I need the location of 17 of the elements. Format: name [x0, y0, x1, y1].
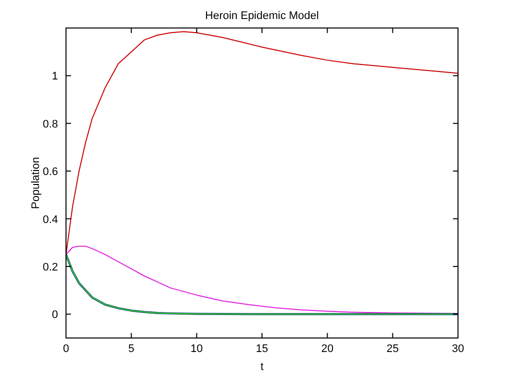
x-tick-label: 15: [256, 343, 268, 355]
y-tick-label: 1: [52, 70, 58, 83]
x-tick-label: 25: [386, 343, 399, 355]
y-tick-label: 0.8: [42, 118, 58, 130]
x-tick-label: 5: [128, 343, 134, 355]
y-tick-label: 0: [52, 309, 58, 322]
x-tick-label: 30: [452, 343, 464, 355]
y-tick-label: 0.4: [42, 214, 58, 226]
x-tick-label: 20: [321, 343, 334, 355]
x-tick-label: 10: [190, 343, 203, 355]
line-series: [66, 31, 458, 256]
y-tick-label: 0.6: [42, 166, 58, 178]
chart-title: Heroin Epidemic Model: [205, 10, 319, 22]
y-axis-title: Population: [30, 157, 42, 209]
x-axis-title: t: [260, 361, 264, 373]
y-tick-label: 0.2: [42, 261, 58, 274]
x-tick-label: 0: [62, 343, 70, 355]
